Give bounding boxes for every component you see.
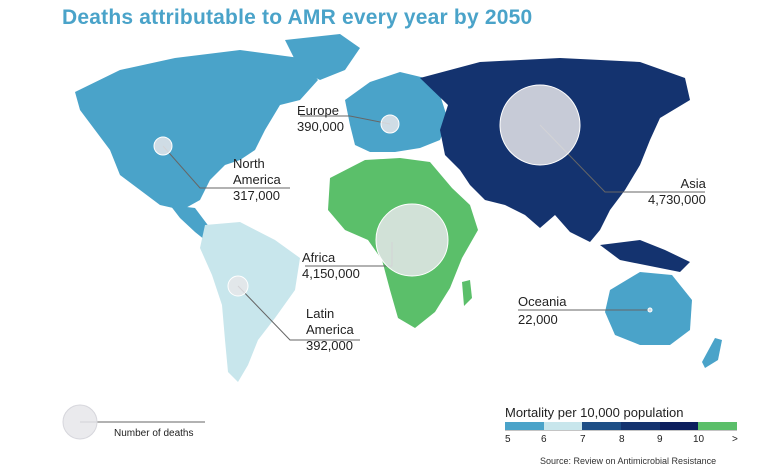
tick-10: 10 — [693, 434, 705, 445]
asia-name: Asia — [680, 176, 706, 191]
scale-segment-7-8 — [582, 422, 622, 430]
latin-america-leader-line — [237, 285, 360, 341]
north-america-name-line2: America — [233, 172, 281, 187]
oceania-label: Oceania 22,000 — [518, 294, 566, 328]
latin-america-name: Latin America — [306, 306, 354, 338]
latin-america-bubble — [227, 275, 249, 297]
mortality-legend-title: Mortality per 10,000 population — [505, 405, 684, 420]
bubble-legend-label: Number of deaths — [114, 428, 194, 439]
scale-segment-5-6 — [505, 422, 544, 430]
europe-bubble — [380, 114, 400, 134]
tick-more: > — [732, 434, 738, 445]
europe-deaths: 390,000 — [297, 119, 344, 134]
oceania-name: Oceania — [518, 294, 567, 309]
tick-7: 7 — [580, 434, 586, 445]
north-america-label: North America 317,000 — [233, 156, 281, 204]
africa-deaths: 4,150,000 — [302, 266, 360, 281]
asia-bubble — [499, 84, 581, 166]
new-zealand-shape — [702, 338, 722, 368]
tick-9: 9 — [657, 434, 663, 445]
europe-label: Europe 390,000 — [297, 103, 344, 135]
map-title: Deaths attributable to AMR every year by… — [62, 6, 533, 29]
africa-name: Africa — [302, 250, 336, 265]
southeast-asia-islands-shape — [600, 240, 690, 272]
tick-8: 8 — [619, 434, 625, 445]
madagascar-shape — [462, 280, 472, 306]
latin-america-label: Latin America 392,000 — [306, 306, 354, 354]
scale-segment-10-plus — [698, 422, 738, 430]
tick-6: 6 — [541, 434, 547, 445]
scale-segment-9-10 — [659, 422, 699, 430]
mortality-scale — [505, 422, 738, 430]
asia-label: Asia 4,730,000 — [648, 176, 706, 208]
north-america-leader-line — [162, 145, 290, 189]
scale-segment-8-9 — [621, 422, 660, 430]
north-america-name-line1: North — [233, 156, 265, 171]
oceania-deaths: 22,000 — [518, 312, 558, 327]
europe-name: Europe — [297, 103, 339, 118]
africa-bubble — [375, 203, 449, 277]
europe-shape — [345, 72, 448, 152]
north-america-bubble — [153, 136, 173, 156]
africa-label: Africa 4,150,000 — [302, 250, 360, 282]
latin-america-deaths: 392,000 — [306, 338, 353, 353]
north-america-deaths: 317,000 — [233, 188, 280, 203]
latin-america-name-line1: Latin — [306, 306, 335, 321]
latin-america-shape — [200, 222, 300, 382]
latin-america-name-line2: America — [306, 322, 354, 337]
north-america-shape — [75, 50, 318, 210]
oceania-bubble — [647, 307, 653, 313]
greenland-shape — [285, 34, 360, 80]
asia-deaths: 4,730,000 — [648, 192, 706, 207]
tick-5: 5 — [505, 434, 511, 445]
north-america-name: North America — [233, 156, 281, 188]
source-note: Source: Review on Antimicrobial Resistan… — [540, 456, 717, 466]
scale-segment-6-7 — [543, 422, 583, 430]
bubble-legend-circle — [62, 404, 98, 440]
